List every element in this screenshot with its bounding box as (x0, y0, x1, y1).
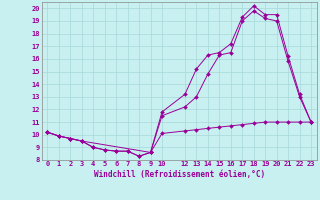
X-axis label: Windchill (Refroidissement éolien,°C): Windchill (Refroidissement éolien,°C) (94, 170, 265, 179)
